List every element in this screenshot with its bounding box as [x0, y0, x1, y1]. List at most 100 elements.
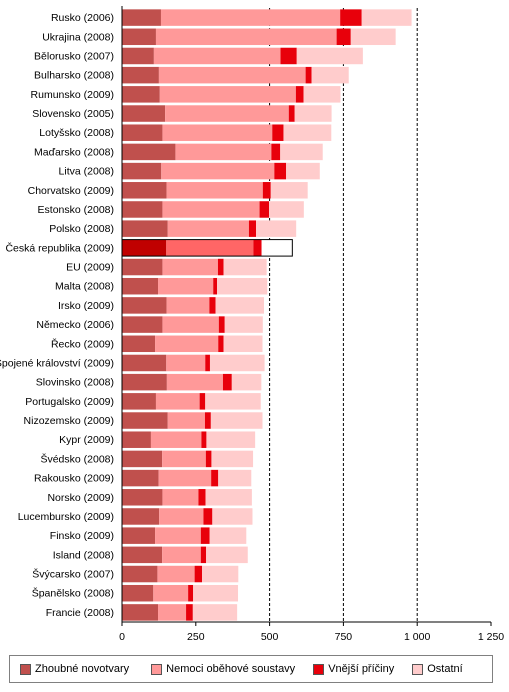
bar-segment-portugalsko-2009-s3: [205, 393, 261, 410]
category-label: Rusko (2006): [51, 12, 114, 24]
bar-segment-nemecko-2006-s1: [162, 316, 219, 333]
bar-segment-irsko-2009-s2: [209, 297, 216, 314]
bar-segment-estonsko-2008-s1: [162, 201, 260, 218]
bar-segment-belorusko-2007-s2: [280, 47, 297, 65]
bar-segment-malta-2008-s3: [217, 277, 268, 295]
bar-segment-rusko-2006-s2: [340, 9, 362, 26]
bar-segment-lotyssko-2008-s3: [283, 124, 332, 141]
bar-segment-litva-2008-s0: [122, 162, 162, 180]
bar-segment-ceska-republika-2009-s1: [166, 239, 254, 257]
bar-segment-rakousko-2009-s3: [218, 469, 252, 487]
bar-segment-rakousko-2009-s0: [122, 469, 159, 487]
bar-segment-spanelsko-2008-s0: [122, 584, 154, 602]
bar-segment-nemecko-2006-s2: [218, 316, 225, 333]
bar-segment-norsko-2009-s1: [162, 489, 199, 506]
bar-segment-ukrajina-2008-s2: [336, 28, 351, 46]
bar-segment-irsko-2009-s1: [166, 297, 210, 314]
bar-segment-belorusko-2007-s0: [122, 47, 154, 65]
bar-segment-chorvatsko-2009-s0: [122, 182, 167, 199]
bars: [121, 9, 412, 621]
category-label: Německo (2006): [36, 319, 114, 331]
bar-segment-bulharsko-2008-s3: [311, 66, 349, 84]
bar-segment-estonsko-2008-s2: [259, 201, 270, 218]
bar-segment-lucembursko-2009-s0: [122, 508, 160, 525]
bar-segment-svycarsko-2007-s0: [122, 565, 158, 583]
bar-segment-spojene-kralovstvi-2009-s0: [122, 354, 167, 372]
bar-segment-ukrajina-2008-s1: [155, 28, 337, 46]
bar-segment-spojene-kralovstvi-2009-s2: [205, 354, 210, 372]
bar-segment-polsko-2008-s0: [122, 220, 168, 237]
bar-segment-nemecko-2006-s0: [122, 316, 163, 333]
bar-segment-rusko-2006-s3: [361, 9, 412, 26]
bar-segment-norsko-2009-s0: [122, 489, 163, 506]
bar-segment-chorvatsko-2009-s2: [262, 182, 271, 199]
bar-segment-lotyssko-2008-s1: [162, 124, 273, 141]
bar-segment-finsko-2009-s1: [155, 527, 201, 544]
bar-segment-madarsko-2008-s0: [122, 143, 176, 161]
category-label: Bulharsko (2008): [34, 70, 114, 82]
category-label: Kypr (2009): [59, 434, 114, 446]
bar-segment-slovinsko-2008-s2: [222, 373, 232, 391]
bar-segment-eu-2009-s0: [122, 258, 163, 276]
legend-swatch: [313, 663, 325, 675]
bar-segment-malta-2008-s2: [213, 277, 218, 295]
bar-segment-rusko-2006-s1: [160, 9, 341, 26]
bar-segment-island-2008-s0: [122, 546, 163, 564]
category-label: Estonsko (2008): [38, 204, 114, 216]
bar-segment-nizozemsko-2009-s1: [167, 412, 205, 429]
category-label: Rumunsko (2009): [31, 89, 114, 101]
x-tick-label: 1 250: [478, 631, 504, 643]
x-tick-label: 250: [187, 631, 205, 643]
category-label: Španělsko (2008): [32, 587, 114, 600]
category-label: Slovensko (2005): [32, 108, 114, 120]
x-tick-label: 750: [335, 631, 353, 643]
bar-segment-portugalsko-2009-s0: [122, 393, 156, 410]
bar-segment-svycarsko-2007-s2: [194, 565, 202, 583]
category-label: Finsko (2009): [50, 530, 114, 542]
bar-segment-madarsko-2008-s1: [175, 143, 272, 161]
category-label: Portugalsko (2009): [25, 396, 114, 408]
category-label: Malta (2008): [55, 281, 114, 293]
legend-swatch: [412, 663, 424, 675]
category-label: Irsko (2009): [58, 300, 114, 312]
legend-item-ostatni: Ostatní: [412, 663, 463, 675]
bar-segment-island-2008-s3: [206, 546, 248, 564]
bar-segment-litva-2008-s2: [274, 162, 287, 180]
category-label: Bělorusko (2007): [34, 50, 114, 62]
legend-item-nemoci-obehove-soustavy: Nemoci oběhové soustavy: [151, 663, 295, 675]
bar-segment-kypr-2009-s0: [122, 431, 151, 448]
bar-segment-litva-2008-s1: [161, 162, 275, 180]
bar-segment-slovensko-2005-s0: [122, 105, 166, 122]
bar-segment-kypr-2009-s3: [206, 431, 256, 448]
bar-segment-chorvatsko-2009-s3: [270, 182, 308, 199]
category-label: Česká republika (2009): [5, 241, 114, 254]
bar-segment-svedsko-2008-s3: [211, 450, 254, 468]
bar-segment-madarsko-2008-s2: [271, 143, 281, 161]
bar-segment-malta-2008-s1: [158, 277, 214, 295]
bar-segment-recko-2009-s0: [122, 335, 156, 353]
bar-segment-rumunsko-2009-s0: [122, 86, 160, 103]
bar-segment-bulharsko-2008-s2: [305, 66, 312, 84]
bar-segment-rumunsko-2009-s3: [303, 86, 341, 103]
bar-segment-francie-2008-s0: [122, 604, 159, 621]
bar-segment-recko-2009-s2: [218, 335, 224, 353]
bar-segment-finsko-2009-s0: [122, 527, 156, 544]
bar-segment-estonsko-2008-s0: [122, 201, 163, 218]
bar-segment-madarsko-2008-s3: [280, 143, 323, 161]
category-label: Chorvatsko (2009): [28, 185, 114, 197]
bar-segment-portugalsko-2009-s2: [199, 393, 206, 410]
bar-segment-spojene-kralovstvi-2009-s1: [166, 354, 206, 372]
bar-segment-litva-2008-s3: [286, 162, 320, 180]
bar-segment-svycarsko-2007-s1: [157, 565, 195, 583]
category-label: Polsko (2008): [49, 223, 114, 235]
bar-segment-svedsko-2008-s2: [205, 450, 212, 468]
bar-segment-francie-2008-s3: [192, 604, 238, 621]
x-tick-label: 0: [119, 631, 125, 643]
bar-segment-lotyssko-2008-s0: [122, 124, 163, 141]
bar-segment-portugalsko-2009-s1: [155, 393, 200, 410]
category-label: Francie (2008): [46, 607, 114, 619]
bar-segment-francie-2008-s1: [158, 604, 187, 621]
bar-segment-slovinsko-2008-s3: [231, 373, 262, 391]
category-label: Spojené království (2009): [0, 357, 114, 369]
